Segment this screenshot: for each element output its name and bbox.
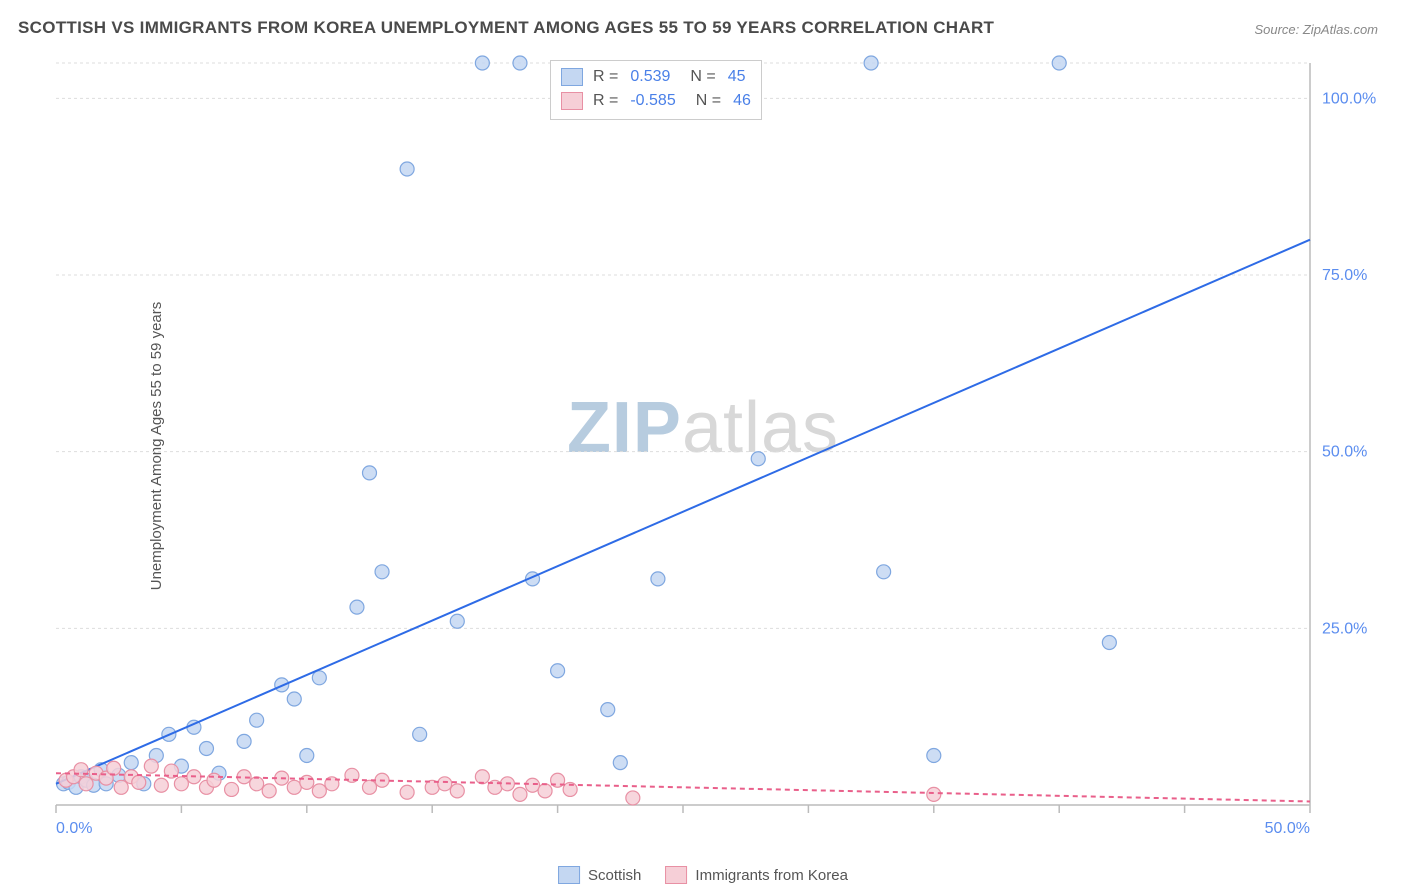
legend-swatch-icon — [665, 866, 687, 884]
legend-row-scottish: R = 0.539 N = 45 — [561, 65, 751, 89]
n-value-scottish: 45 — [728, 68, 746, 86]
scatter-chart: 25.0% 50.0% 75.0% 100.0% 0.0% 50.0% — [50, 55, 1380, 845]
n-label: N = — [696, 92, 721, 110]
legend-swatch-scottish — [561, 68, 583, 86]
n-label: N = — [690, 68, 715, 86]
r-label: R = — [593, 68, 618, 86]
svg-text:100.0%: 100.0% — [1322, 90, 1376, 107]
legend-label-korea: Immigrants from Korea — [695, 867, 848, 884]
r-value-korea: -0.585 — [630, 92, 675, 110]
n-value-korea: 46 — [733, 92, 751, 110]
svg-text:0.0%: 0.0% — [56, 820, 92, 837]
correlation-legend: R = 0.539 N = 45 R = -0.585 N = 46 — [550, 60, 762, 120]
chart-title: SCOTTISH VS IMMIGRANTS FROM KOREA UNEMPL… — [18, 18, 994, 38]
legend-label-scottish: Scottish — [588, 867, 641, 884]
legend-swatch-korea — [561, 92, 583, 110]
svg-text:75.0%: 75.0% — [1322, 267, 1367, 284]
legend-item-scottish: Scottish — [558, 866, 641, 884]
svg-text:25.0%: 25.0% — [1322, 620, 1367, 637]
r-label: R = — [593, 92, 618, 110]
svg-text:50.0%: 50.0% — [1322, 444, 1367, 461]
source-label: Source: ZipAtlas.com — [1254, 22, 1378, 37]
legend-swatch-icon — [558, 866, 580, 884]
legend-item-korea: Immigrants from Korea — [665, 866, 848, 884]
svg-text:50.0%: 50.0% — [1265, 820, 1310, 837]
series-legend: Scottish Immigrants from Korea — [558, 866, 848, 884]
r-value-scottish: 0.539 — [630, 68, 670, 86]
legend-row-korea: R = -0.585 N = 46 — [561, 89, 751, 113]
